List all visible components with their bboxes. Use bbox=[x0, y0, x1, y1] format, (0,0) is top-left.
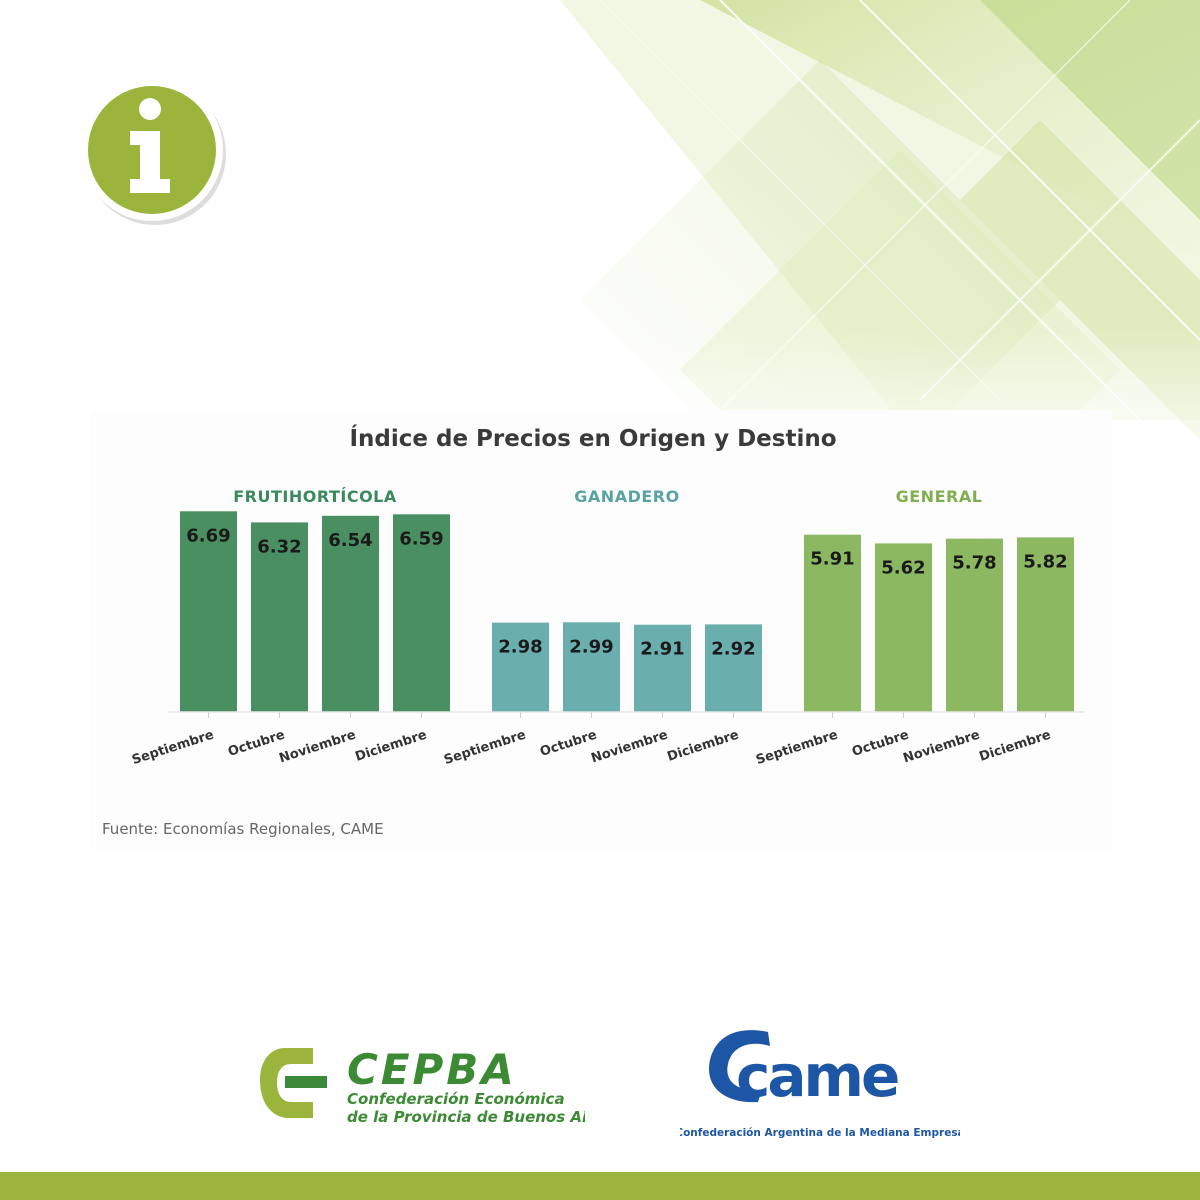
value-label: 6.69 bbox=[186, 525, 230, 546]
value-label: 2.91 bbox=[640, 639, 684, 660]
bar-chart: Índice de Precios en Origen y Destino FR… bbox=[102, 424, 1084, 838]
chart-source: Fuente: Economías Regionales, CAME bbox=[102, 820, 384, 838]
cepba-line1: Confederación Económica bbox=[347, 1090, 565, 1108]
cepba-line2: de la Provincia de Buenos Aires bbox=[347, 1108, 585, 1126]
value-label: 6.59 bbox=[399, 528, 443, 549]
bar-general-septiembre bbox=[804, 534, 861, 712]
info-badge bbox=[81, 79, 226, 225]
group-title-general: GENERAL bbox=[896, 487, 983, 506]
bar-general-diciembre bbox=[1017, 537, 1074, 712]
x-tick-label: Diciembre bbox=[665, 727, 740, 764]
came-name: came bbox=[736, 1042, 898, 1110]
x-tick-label: Septiembre bbox=[130, 727, 216, 768]
value-label: 5.91 bbox=[810, 549, 854, 570]
value-label: 5.62 bbox=[881, 557, 925, 578]
came-emblem bbox=[709, 1030, 770, 1103]
bar-general-octubre bbox=[875, 543, 932, 712]
bar-ganadero-noviembre bbox=[634, 624, 691, 712]
value-label: 2.92 bbox=[711, 638, 755, 659]
x-tick-label: Noviembre bbox=[589, 727, 670, 766]
bar-frutihorticola-diciembre bbox=[393, 514, 450, 712]
x-tick-label: Noviembre bbox=[277, 727, 358, 766]
bar-frutihorticola-septiembre bbox=[180, 511, 237, 712]
bar-frutihorticola-octubre bbox=[251, 522, 308, 712]
cepba-name: CEPBA bbox=[347, 1045, 517, 1094]
bar-ganadero-diciembre bbox=[705, 624, 762, 712]
group-title-frutihorticola: FRUTIHORTÍCOLA bbox=[233, 487, 397, 506]
value-label: 6.32 bbox=[257, 536, 301, 557]
bar-ganadero-septiembre bbox=[492, 622, 549, 712]
chart-title: Índice de Precios en Origen y Destino bbox=[349, 424, 836, 452]
came-subtitle: Confederación Argentina de la Mediana Em… bbox=[680, 1127, 960, 1139]
value-label: 2.99 bbox=[569, 636, 613, 657]
x-tick-label: Diciembre bbox=[977, 727, 1052, 764]
came-logo: came Confederación Argentina de la Media… bbox=[680, 1030, 960, 1139]
group-title-ganadero: GANADERO bbox=[574, 487, 679, 506]
info-icon bbox=[130, 98, 170, 193]
bar-ganadero-octubre bbox=[563, 622, 620, 712]
bottom-accent-bar bbox=[0, 1172, 1200, 1200]
value-label: 5.78 bbox=[952, 553, 996, 574]
cepba-logo: CEPBA Confederación Económica de la Prov… bbox=[260, 1045, 585, 1126]
x-tick-label: Septiembre bbox=[442, 727, 528, 768]
x-tick-label: Noviembre bbox=[901, 727, 982, 766]
bar-general-noviembre bbox=[946, 538, 1003, 712]
value-label: 5.82 bbox=[1023, 551, 1067, 572]
cepba-emblem bbox=[260, 1048, 327, 1118]
x-tick-label: Diciembre bbox=[353, 727, 428, 764]
value-label: 6.54 bbox=[328, 530, 372, 551]
value-label: 2.98 bbox=[498, 637, 542, 658]
bar-frutihorticola-noviembre bbox=[322, 515, 379, 712]
x-tick-label: Septiembre bbox=[754, 727, 840, 768]
